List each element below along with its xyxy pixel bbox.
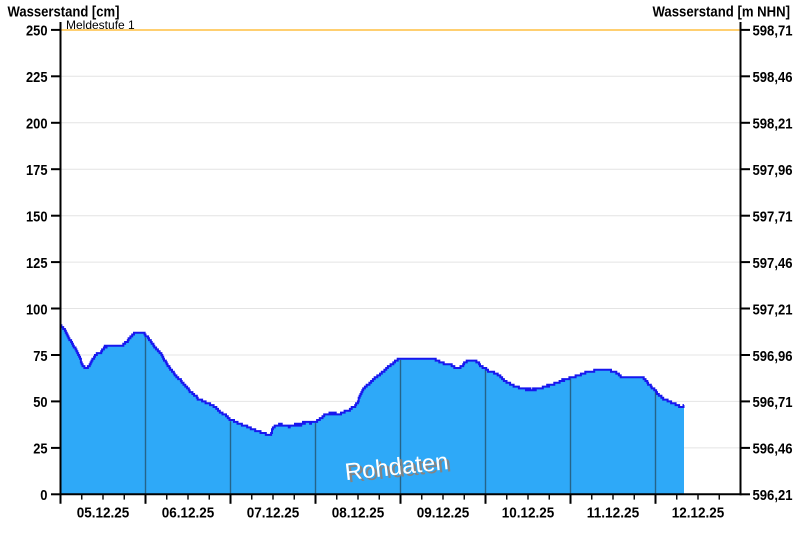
svg-text:596,21: 596,21 (753, 487, 793, 504)
svg-text:250: 250 (26, 23, 48, 40)
svg-text:225: 225 (26, 69, 48, 86)
svg-text:596,96: 596,96 (753, 348, 793, 365)
svg-text:Wasserstand [cm]: Wasserstand [cm] (8, 4, 120, 21)
svg-text:75: 75 (33, 348, 47, 365)
svg-text:11.12.25: 11.12.25 (587, 505, 640, 522)
svg-text:05.12.25: 05.12.25 (77, 505, 130, 522)
svg-text:0: 0 (40, 487, 47, 504)
svg-text:596,71: 596,71 (753, 394, 793, 411)
svg-text:Meldestufe 1: Meldestufe 1 (66, 18, 135, 32)
svg-text:08.12.25: 08.12.25 (332, 505, 385, 522)
svg-text:597,46: 597,46 (753, 255, 793, 272)
svg-text:598,71: 598,71 (753, 23, 793, 40)
svg-text:150: 150 (26, 209, 48, 226)
svg-text:125: 125 (26, 255, 48, 272)
svg-text:10.12.25: 10.12.25 (502, 505, 555, 522)
svg-text:598,46: 598,46 (753, 69, 793, 86)
svg-text:25: 25 (33, 441, 47, 458)
svg-text:597,71: 597,71 (753, 209, 793, 226)
svg-text:175: 175 (26, 162, 48, 179)
svg-text:07.12.25: 07.12.25 (247, 505, 300, 522)
svg-text:09.12.25: 09.12.25 (417, 505, 470, 522)
svg-text:06.12.25: 06.12.25 (162, 505, 215, 522)
svg-text:Wasserstand [m NHN]: Wasserstand [m NHN] (653, 4, 791, 21)
svg-text:50: 50 (33, 394, 47, 411)
svg-text:598,21: 598,21 (753, 116, 793, 133)
svg-text:597,96: 597,96 (753, 162, 793, 179)
svg-text:100: 100 (26, 301, 48, 318)
svg-text:596,46: 596,46 (753, 441, 793, 458)
svg-text:200: 200 (26, 116, 48, 133)
svg-text:12.12.25: 12.12.25 (672, 505, 725, 522)
svg-text:597,21: 597,21 (753, 301, 793, 318)
